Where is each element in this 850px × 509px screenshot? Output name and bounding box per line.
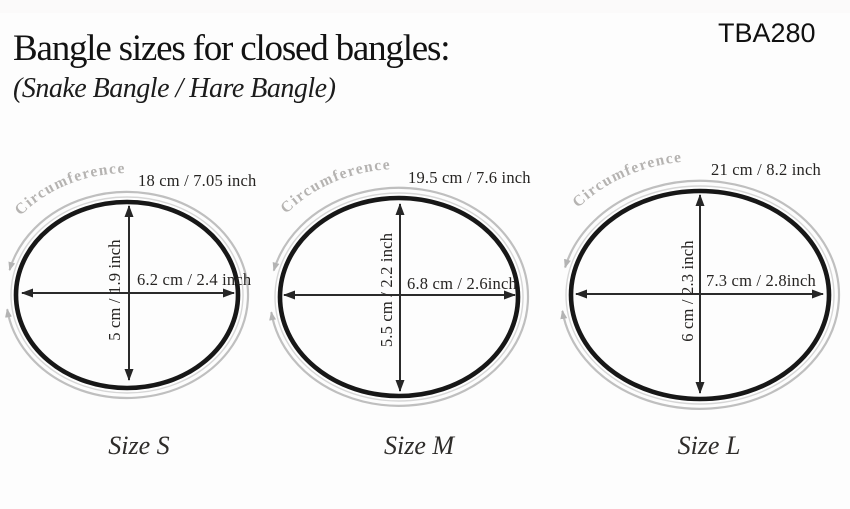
bangle-outer-rim-m	[274, 192, 524, 402]
horizontal-diameter-value-m: 6.8 cm / 2.6inch	[407, 274, 518, 293]
bangle-size-s: Circumference 18 cm / 7.05 inch 5 cm / 1…	[5, 160, 257, 400]
size-label-s: Size S	[108, 431, 170, 460]
circumference-arrow-arc-s	[5, 190, 250, 400]
top-band	[0, 0, 850, 13]
bangle-size-l: Circumference 21 cm / 8.2 inch 6 cm / 2.…	[560, 149, 841, 410]
circumference-value-l: 21 cm / 8.2 inch	[711, 160, 822, 179]
horizontal-diameter-value-s: 6.2 cm / 2.4 inch	[137, 270, 252, 289]
circumference-value-m: 19.5 cm / 7.6 inch	[408, 168, 531, 187]
vertical-diameter-value-m: 5.5 cm / 2.2 inch	[377, 232, 396, 347]
vertical-diameter-value-l: 6 cm / 2.3 inch	[678, 240, 697, 342]
circumference-value-s: 18 cm / 7.05 inch	[138, 171, 257, 190]
page-subtitle: (Snake Bangle / Hare Bangle)	[13, 73, 336, 104]
bangle-size-m: Circumference 19.5 cm / 7.6 inch 5.5 cm …	[269, 156, 531, 407]
bangle-ring-s	[13, 199, 241, 391]
circumference-arrow-arc-m	[269, 186, 530, 407]
product-code: TBA280	[718, 18, 816, 48]
circumference-label-l: Circumference	[569, 149, 683, 211]
size-label-m: Size M	[383, 431, 455, 460]
size-label-l: Size L	[677, 431, 741, 460]
bangle-outer-rim-s	[10, 196, 244, 394]
circumference-arrow-arc-l	[560, 179, 841, 410]
bangle-ring-l	[568, 188, 832, 402]
horizontal-diameter-value-l: 7.3 cm / 2.8inch	[706, 271, 817, 290]
bangle-outer-rim-l	[565, 185, 835, 405]
page-title: Bangle sizes for closed bangles:	[13, 28, 450, 69]
vertical-diameter-value-s: 5 cm / 1.9 inch	[105, 239, 124, 341]
bangle-ring-m	[277, 195, 521, 399]
